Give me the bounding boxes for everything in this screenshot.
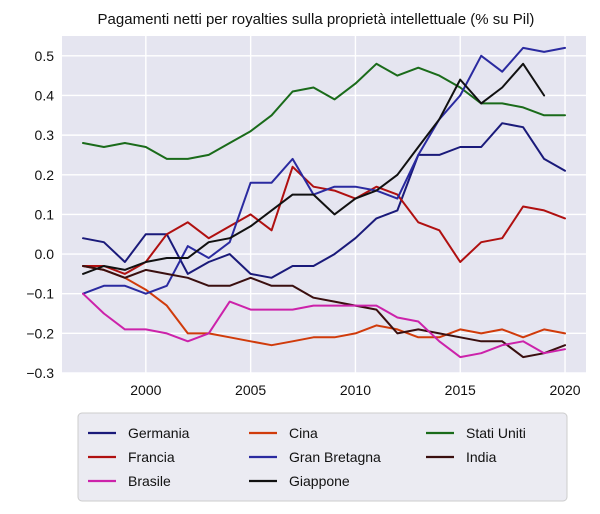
series-line-cina <box>82 265 566 347</box>
legend-label: Gran Bretagna <box>289 449 381 465</box>
x-tick-label: 2015 <box>445 382 476 398</box>
x-tick-label: 2010 <box>340 382 371 398</box>
series-line-germania <box>82 122 566 279</box>
x-tick-label: 2005 <box>235 382 266 398</box>
grid-lines <box>62 36 586 374</box>
series-line-gran-bretagna <box>82 46 566 295</box>
legend-label: Germania <box>128 425 190 441</box>
legend-label: India <box>466 449 497 465</box>
series-line-stati-uniti <box>82 62 566 160</box>
legend-label: Stati Uniti <box>466 425 526 441</box>
y-tick-label: 0.0 <box>35 246 55 262</box>
legend-label: Giappone <box>289 473 350 489</box>
legend-label: Francia <box>128 449 175 465</box>
legend: Germania Cina Stati Uniti Francia Gran Breta… <box>77 412 568 502</box>
y-tick-label: 0.3 <box>35 127 55 143</box>
chart-title: Pagamenti netti per royalties sulla prop… <box>98 11 535 28</box>
y-tick-label: 0.5 <box>35 48 55 64</box>
y-tick-label: −0.1 <box>26 286 54 302</box>
x-tick-label: 2000 <box>130 382 161 398</box>
legend-label: Cina <box>289 425 318 441</box>
x-tick-label: 2020 <box>549 382 580 398</box>
y-tick-label: 0.1 <box>35 206 55 222</box>
series-line-francia <box>82 165 566 275</box>
series-lines <box>82 46 566 359</box>
y-tick-label: −0.3 <box>26 365 54 381</box>
series-line-giappone <box>82 62 546 275</box>
legend-box <box>77 412 568 502</box>
y-tick-label: 0.4 <box>35 87 55 103</box>
y-tick-label: 0.2 <box>35 167 55 183</box>
axes: −0.3 −0.2 −0.1 0.0 0.1 0.2 0.3 0.4 0.5 2000 2005 20… <box>26 48 580 398</box>
y-tick-label: −0.2 <box>26 325 54 341</box>
series-line-brasile <box>82 292 566 359</box>
series-line-india <box>82 265 566 359</box>
legend-label: Brasile <box>128 473 171 489</box>
